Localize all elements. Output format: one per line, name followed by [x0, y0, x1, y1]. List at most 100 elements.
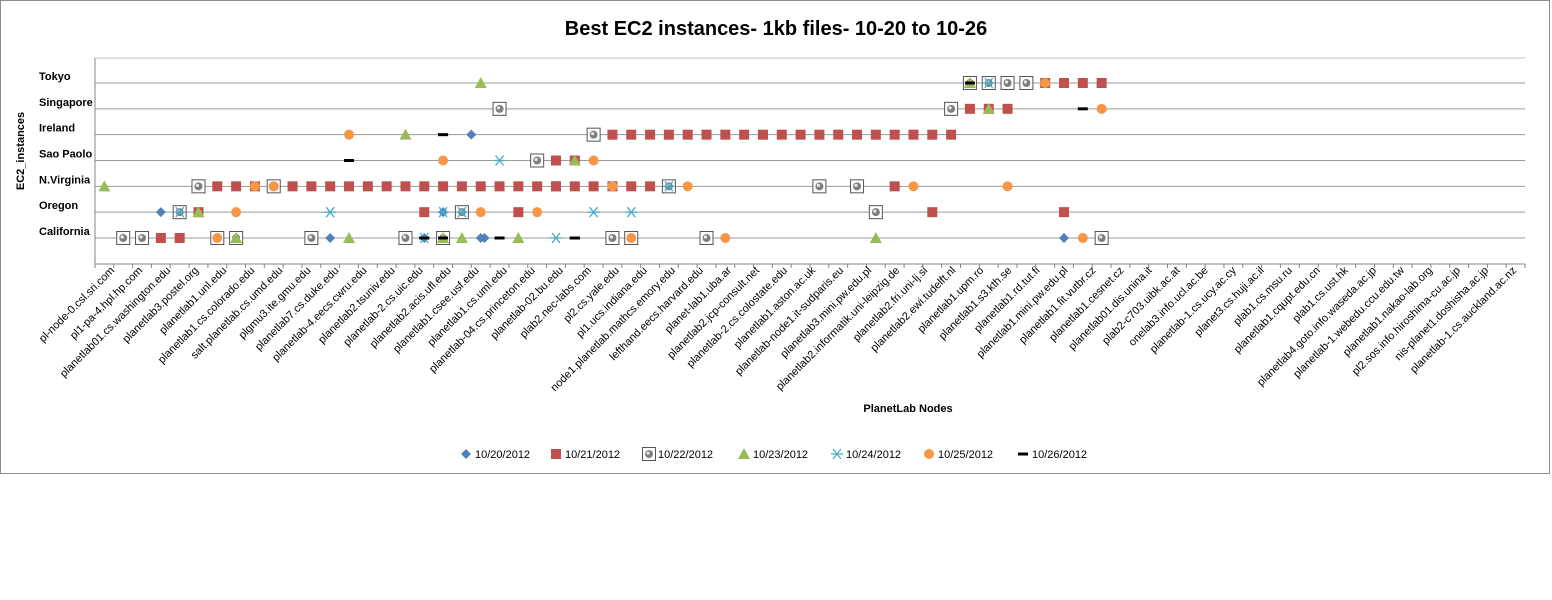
y-tick-label: Sao Paolo	[39, 149, 92, 161]
data-point	[116, 231, 131, 245]
data-point	[720, 129, 731, 140]
data-point	[191, 179, 206, 194]
legend-marker	[831, 448, 843, 460]
data-point	[833, 129, 844, 140]
legend-marker	[642, 447, 656, 461]
data-point	[155, 233, 166, 243]
data-point	[1077, 107, 1088, 111]
data-point	[532, 181, 543, 192]
y-tick-label: N.Virginia	[39, 174, 91, 186]
y-tick-label: California	[39, 226, 91, 238]
data-point	[192, 206, 205, 218]
gridlines	[95, 57, 1525, 239]
data-point	[1096, 78, 1107, 88]
data-point	[438, 181, 449, 192]
legend-marker	[461, 449, 471, 459]
legend-label: 10/25/2012	[938, 449, 993, 461]
data-point	[479, 233, 490, 243]
data-point	[701, 129, 712, 140]
legend-label: 10/21/2012	[565, 449, 620, 461]
data-point	[1077, 78, 1088, 88]
data-point	[757, 129, 768, 140]
y-axis-label: EC2_instances	[15, 112, 27, 190]
legend-marker	[738, 448, 750, 459]
data-point	[607, 181, 618, 192]
data-point	[287, 181, 298, 192]
data-point	[645, 181, 656, 192]
data-point	[381, 181, 392, 192]
data-point	[927, 129, 938, 140]
data-point	[1096, 103, 1107, 114]
data-point	[455, 232, 468, 243]
data-point	[1059, 207, 1070, 218]
data-point	[663, 129, 674, 140]
data-point	[513, 207, 524, 218]
data-point	[889, 181, 900, 192]
legend-label: 10/26/2012	[1032, 449, 1087, 461]
data-point	[946, 129, 957, 140]
y-tick-labels: California Oregon N.Virginia Sao Paolo Irela…	[39, 71, 93, 238]
data-point	[626, 129, 637, 140]
data-point	[419, 181, 430, 192]
data-point	[173, 206, 186, 218]
data-point	[474, 77, 487, 88]
data-point	[475, 207, 486, 218]
y-tick-label: Ireland	[39, 123, 75, 135]
data-point	[889, 129, 900, 140]
data-point	[249, 181, 260, 192]
legend-marker	[924, 449, 934, 459]
y-tick-label: Oregon	[39, 200, 78, 212]
data-point	[135, 231, 150, 245]
data-point	[812, 179, 827, 194]
data-point	[398, 231, 413, 245]
data-point	[231, 207, 242, 218]
data-point	[438, 155, 449, 166]
data-point	[1077, 233, 1088, 243]
data-point	[174, 233, 185, 243]
data-point	[475, 181, 486, 192]
data-point	[720, 233, 731, 243]
data-point	[362, 181, 373, 192]
data-point	[852, 129, 863, 140]
data-point	[908, 181, 919, 192]
data-point	[739, 129, 750, 140]
data-point	[944, 101, 959, 116]
data-point	[549, 232, 562, 244]
data-point	[626, 181, 637, 192]
data-point	[1019, 76, 1034, 90]
data-point	[927, 207, 938, 218]
data-point	[230, 232, 243, 243]
data-point	[682, 129, 693, 140]
data-point	[870, 129, 881, 140]
legend-label: 10/23/2012	[753, 449, 808, 461]
data-point	[626, 233, 637, 243]
data-point	[400, 181, 411, 192]
data-point	[587, 206, 600, 218]
data-point	[492, 101, 507, 116]
y-tick-label: Singapore	[39, 97, 93, 109]
data-point	[212, 181, 223, 192]
data-point	[419, 207, 430, 218]
data-point	[530, 153, 545, 168]
data-point	[306, 181, 317, 192]
data-point	[1059, 78, 1070, 88]
data-point	[325, 233, 336, 243]
data-point	[513, 181, 524, 192]
data-point	[964, 81, 975, 85]
data-point	[344, 181, 355, 192]
data-point	[588, 181, 599, 192]
data-point	[344, 129, 355, 140]
data-point	[304, 231, 319, 245]
data-point	[982, 102, 995, 114]
data-markers	[98, 76, 1109, 245]
data-point	[1000, 76, 1015, 90]
data-point	[344, 159, 355, 162]
data-point	[1059, 233, 1070, 243]
data-point	[569, 181, 580, 192]
chart-title: Best EC2 instances- 1kb files- 10-20 to …	[565, 18, 987, 40]
data-point	[550, 181, 561, 192]
legend-label: 10/22/2012	[658, 449, 713, 461]
data-point	[493, 155, 506, 166]
chart-frame: Best EC2 instances- 1kb files- 10-20 to …	[0, 0, 1550, 474]
data-point	[532, 207, 543, 218]
